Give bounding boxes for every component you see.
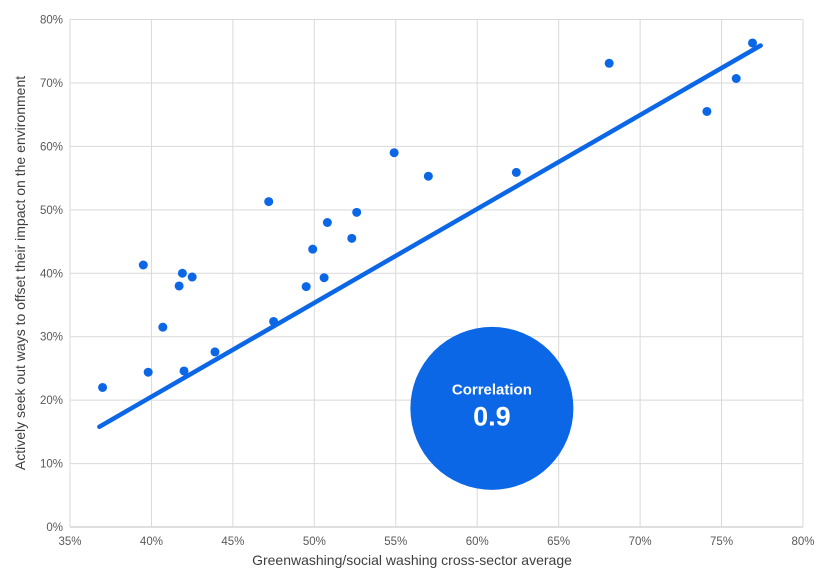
data-point [702, 106, 712, 116]
data-point [264, 197, 274, 207]
data-point [301, 282, 311, 292]
data-point [210, 347, 220, 357]
data-point [179, 366, 189, 376]
x-tick-label: 35% [58, 536, 81, 548]
y-tick-label: 60% [40, 141, 63, 153]
data-point [158, 322, 168, 332]
data-point [731, 73, 741, 83]
x-tick-label: 65% [547, 536, 570, 548]
trend-line [97, 43, 763, 430]
series-layer [97, 38, 763, 430]
x-tick-label: 75% [710, 536, 733, 548]
y-tick-label: 10% [40, 459, 63, 471]
data-point [352, 207, 362, 217]
data-point [174, 281, 184, 291]
correlation-value: 0.9 [473, 401, 511, 431]
correlation-badge [410, 326, 574, 490]
y-tick-label: 40% [40, 268, 63, 280]
x-axis-title: Greenwashing/social washing cross-sector… [252, 552, 572, 568]
data-point [138, 260, 148, 270]
data-point [319, 273, 329, 283]
data-point [748, 38, 758, 48]
data-point [143, 367, 153, 377]
x-tick-label: 60% [466, 536, 489, 548]
x-tick-label: 45% [221, 536, 244, 548]
y-tick-label: 20% [40, 395, 63, 407]
correlation-label: Correlation [452, 381, 532, 398]
data-point [423, 171, 433, 181]
x-tick-label: 50% [303, 536, 326, 548]
data-point [322, 218, 332, 227]
x-tick-label: 70% [629, 536, 652, 548]
y-tick-label: 50% [40, 205, 63, 217]
y-tick-label: 80% [40, 15, 63, 27]
y-tick-label: 70% [40, 78, 63, 90]
data-point [347, 233, 357, 243]
x-tick-label: 80% [791, 536, 814, 548]
x-tick-label: 40% [140, 536, 163, 548]
y-tick-label: 30% [40, 332, 63, 344]
y-axis-title: Actively seek out ways to offset their i… [12, 76, 28, 470]
data-point [98, 382, 108, 392]
annotation-layer: Correlation 0.9 [410, 326, 574, 490]
data-point [269, 316, 279, 326]
data-point [187, 272, 197, 282]
data-point [308, 244, 318, 254]
data-point [511, 167, 521, 177]
grid-layer [69, 19, 804, 528]
data-point [604, 58, 614, 68]
y-tick-label: 0% [46, 522, 63, 534]
data-point [177, 268, 187, 278]
tick-layer: 0% 10% 20% 30% 40% 50% 60% 70% 80% 35% 40% 45% 50% 55… [40, 15, 815, 549]
data-point [389, 148, 399, 158]
x-tick-label: 55% [384, 536, 407, 548]
